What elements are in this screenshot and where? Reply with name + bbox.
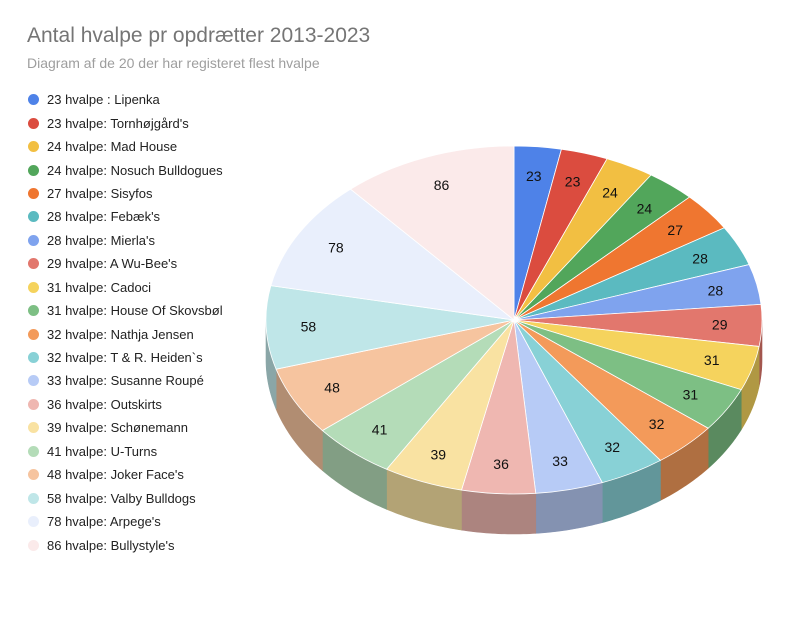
legend-item: 86 hvalpe: Bullystyle's xyxy=(28,533,223,556)
legend-label: 23 hvalpe: Tornhøjgård's xyxy=(47,115,189,131)
legend-swatch xyxy=(28,211,39,223)
pie-slice xyxy=(270,188,516,321)
legend-swatch xyxy=(28,305,39,317)
legend-swatch xyxy=(28,516,39,528)
legend-label: 24 hvalpe: Nosuch Bulldogues xyxy=(47,162,223,178)
legend-label: 58 hvalpe: Valby Bulldogs xyxy=(47,490,196,506)
legend-label: 31 hvalpe: House Of Skovsbøl xyxy=(47,303,223,319)
pie-data-label: 24 xyxy=(602,184,618,200)
legend-item: 23 hvalpe : Lipenka xyxy=(28,88,223,111)
pie-data-label: 41 xyxy=(372,421,388,437)
legend-swatch xyxy=(28,328,39,340)
chart-subtitle: Diagram af de 20 der har registeret fles… xyxy=(27,55,320,71)
pie-data-label: 28 xyxy=(708,282,724,298)
legend-item: 29 hvalpe: A Wu-Bee's xyxy=(28,252,223,275)
legend-item: 27 hvalpe: Sisyfos xyxy=(28,182,223,205)
pie-data-label: 32 xyxy=(605,439,621,455)
legend-label: 32 hvalpe: Nathja Jensen xyxy=(47,326,194,342)
pie-data-label: 78 xyxy=(328,240,344,256)
chart-title: Antal hvalpe pr opdrætter 2013-2023 xyxy=(27,24,371,47)
legend-item: 48 hvalpe: Joker Face's xyxy=(28,463,223,486)
legend-item: 23 hvalpe: Tornhøjgård's xyxy=(28,111,223,134)
pie-data-label: 58 xyxy=(301,318,317,334)
legend-swatch xyxy=(28,539,39,551)
pie-data-label: 31 xyxy=(704,352,720,368)
pie-slice-side xyxy=(461,489,537,535)
legend-item: 31 hvalpe: House Of Skovsbøl xyxy=(28,299,223,322)
legend-item: 58 hvalpe: Valby Bulldogs xyxy=(28,486,223,509)
pie-slice xyxy=(349,145,515,321)
legend-swatch xyxy=(28,281,39,293)
legend-label: 32 hvalpe: T & R. Heiden`s xyxy=(47,350,203,366)
legend-item: 28 hvalpe: Febæk's xyxy=(28,205,223,228)
legend-item: 36 hvalpe: Outskirts xyxy=(28,393,223,416)
pie-data-label: 39 xyxy=(431,446,447,462)
pie-data-label: 24 xyxy=(637,200,653,216)
legend-swatch xyxy=(28,398,39,410)
legend-swatch xyxy=(28,492,39,504)
legend-swatch xyxy=(28,164,39,176)
pie-slice xyxy=(265,285,515,370)
legend-swatch xyxy=(28,422,39,434)
legend-swatch xyxy=(28,117,39,129)
legend-swatch xyxy=(28,234,39,246)
pie-data-label: 23 xyxy=(565,174,581,190)
pie-data-label: 29 xyxy=(712,317,728,333)
legend-swatch xyxy=(28,375,39,387)
legend-label: 28 hvalpe: Febæk's xyxy=(47,209,161,225)
legend-item: 24 hvalpe: Mad House xyxy=(28,135,223,158)
legend-label: 33 hvalpe: Susanne Roupé xyxy=(47,373,204,389)
pie-data-label: 23 xyxy=(526,168,542,184)
pie-data-label: 32 xyxy=(649,416,665,432)
legend-item: 24 hvalpe: Nosuch Bulldogues xyxy=(28,158,223,181)
pie-data-label: 28 xyxy=(692,250,708,266)
pie-data-label: 31 xyxy=(683,387,699,403)
legend-label: 78 hvalpe: Arpege's xyxy=(47,514,161,530)
legend-item: 31 hvalpe: Cadoci xyxy=(28,276,223,299)
legend-swatch xyxy=(28,141,39,153)
legend-label: 41 hvalpe: U-Turns xyxy=(47,443,158,459)
legend-label: 86 hvalpe: Bullystyle's xyxy=(47,537,175,553)
legend-label: 39 hvalpe: Schønemann xyxy=(47,420,188,436)
legend-item: 78 hvalpe: Arpege's xyxy=(28,510,223,533)
legend-item: 28 hvalpe: Mierla's xyxy=(28,229,223,252)
pie-data-label: 27 xyxy=(667,222,683,238)
legend-swatch xyxy=(28,258,39,270)
legend-label: 48 hvalpe: Joker Face's xyxy=(47,467,184,483)
legend-label: 29 hvalpe: A Wu-Bee's xyxy=(47,256,178,272)
legend-label: 24 hvalpe: Mad House xyxy=(47,139,178,155)
pie-top xyxy=(265,145,763,495)
pie-data-label: 48 xyxy=(324,380,340,396)
legend-label: 36 hvalpe: Outskirts xyxy=(47,396,162,412)
legend-swatch xyxy=(28,445,39,457)
pie-data-label: 86 xyxy=(434,177,450,193)
legend-item: 39 hvalpe: Schønemann xyxy=(28,416,223,439)
legend-label: 31 hvalpe: Cadoci xyxy=(47,279,152,295)
legend-item: 32 hvalpe: T & R. Heiden`s xyxy=(28,346,223,369)
legend-swatch xyxy=(28,187,39,199)
legend-item: 33 hvalpe: Susanne Roupé xyxy=(28,369,223,392)
pie-sides xyxy=(265,319,763,535)
legend-swatch xyxy=(28,94,39,106)
pie-data-label: 33 xyxy=(552,453,568,469)
pie-data-label: 36 xyxy=(493,456,509,472)
legend-item: 41 hvalpe: U-Turns xyxy=(28,440,223,463)
chart-legend: 23 hvalpe : Lipenka 23 hvalpe: Tornhøjgår… xyxy=(28,88,223,557)
legend-label: 28 hvalpe: Mierla's xyxy=(47,232,155,248)
legend-swatch xyxy=(28,469,39,481)
legend-label: 23 hvalpe : Lipenka xyxy=(47,92,160,108)
legend-label: 27 hvalpe: Sisyfos xyxy=(47,185,153,201)
legend-item: 32 hvalpe: Nathja Jensen xyxy=(28,322,223,345)
legend-swatch xyxy=(28,352,39,364)
